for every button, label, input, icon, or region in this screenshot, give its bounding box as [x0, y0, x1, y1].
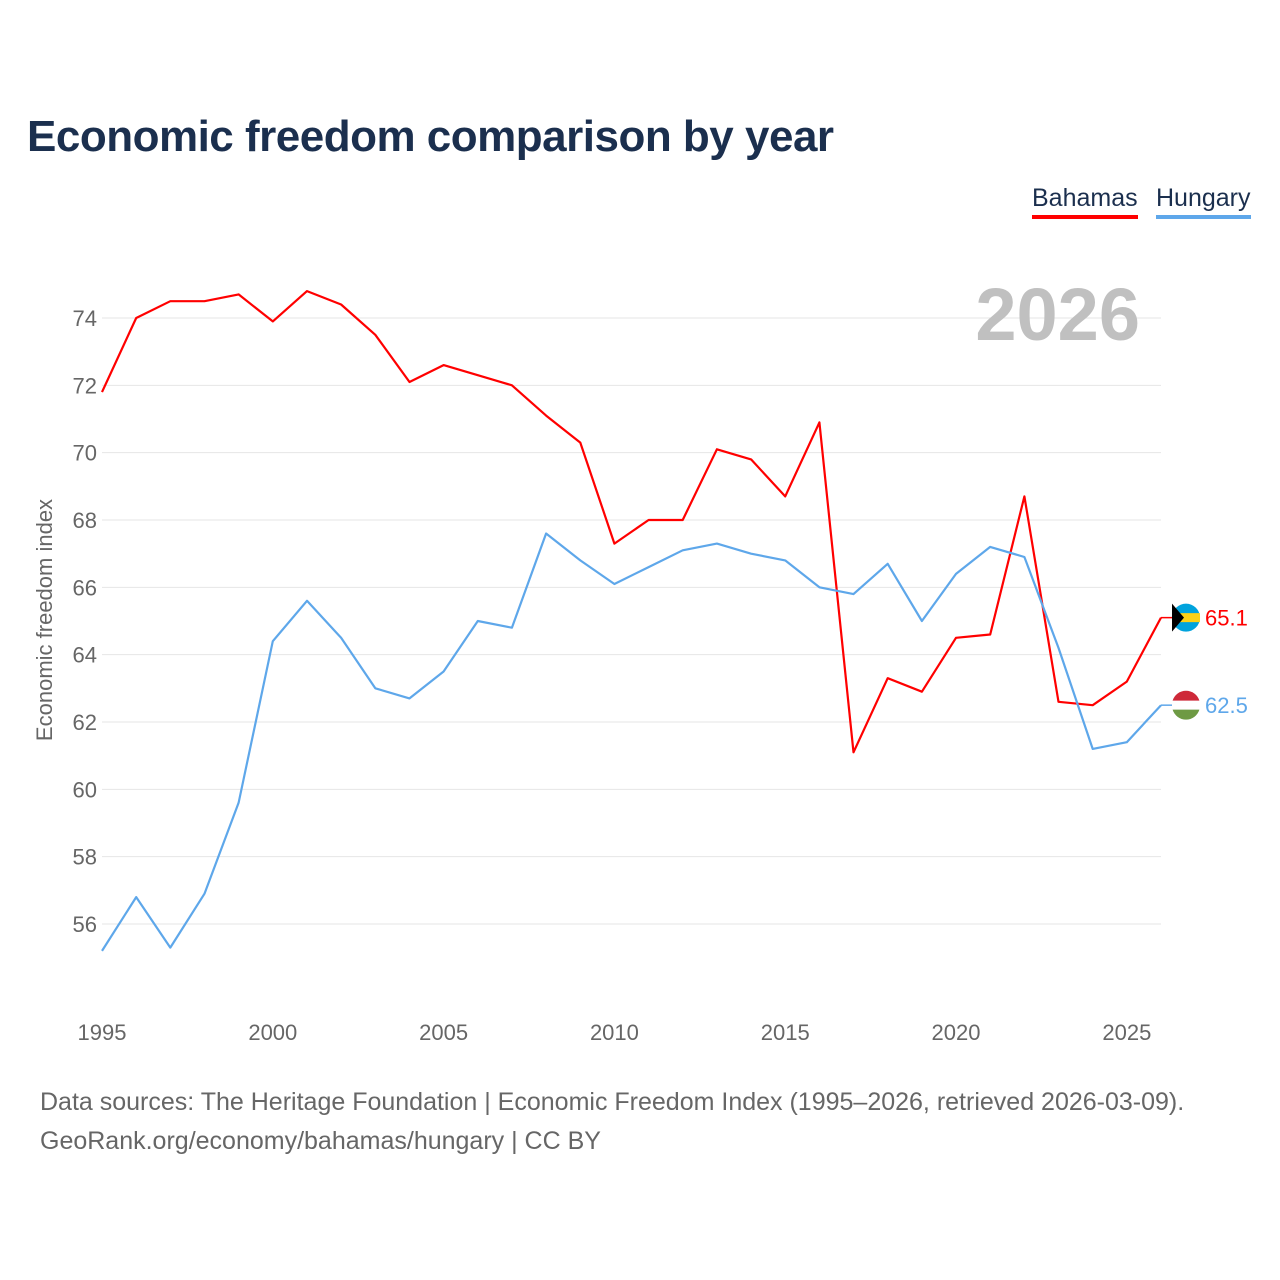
y-tick-label: 66 — [73, 575, 97, 600]
y-tick-label: 64 — [73, 643, 97, 668]
x-tick-label: 2005 — [419, 1020, 468, 1045]
x-tick-label: 2025 — [1102, 1020, 1151, 1045]
hungary-flag-green — [1172, 709, 1200, 720]
x-tick-label: 2000 — [248, 1020, 297, 1045]
y-tick-label: 62 — [73, 710, 97, 735]
end-value-label-hungary: 62.5 — [1205, 693, 1248, 718]
x-tick-label: 1995 — [78, 1020, 127, 1045]
legend-bahamas[interactable]: Bahamas — [1032, 184, 1138, 219]
y-tick-label: 56 — [73, 912, 97, 937]
y-tick-label: 58 — [73, 845, 97, 870]
y-axis-label: Economic freedom index — [32, 499, 57, 741]
y-tick-label: 72 — [73, 373, 97, 398]
bahamas-flag-triangle — [1172, 603, 1184, 632]
x-tick-label: 2015 — [761, 1020, 810, 1045]
y-tick-label: 70 — [73, 441, 97, 466]
bahamas-flag-stripe — [1172, 613, 1200, 623]
legend-hungary[interactable]: Hungary — [1156, 184, 1251, 219]
footer-sources: Data sources: The Heritage Foundation | … — [40, 1088, 1185, 1116]
hungary-flag-red — [1172, 690, 1200, 701]
series-line-hungary — [101, 532, 1162, 952]
end-value-label-bahamas: 65.1 — [1205, 606, 1248, 631]
y-tick-label: 60 — [73, 777, 97, 802]
year-watermark: 2026 — [975, 273, 1140, 356]
y-tick-label: 68 — [73, 508, 97, 533]
series-line-bahamas — [101, 290, 1162, 754]
y-tick-label: 74 — [73, 306, 97, 331]
x-tick-label: 2020 — [932, 1020, 981, 1045]
x-tick-label: 2010 — [590, 1020, 639, 1045]
chart-title: Economic freedom comparison by year — [27, 112, 834, 161]
footer-credit: GeoRank.org/economy/bahamas/hungary | CC… — [40, 1127, 601, 1155]
